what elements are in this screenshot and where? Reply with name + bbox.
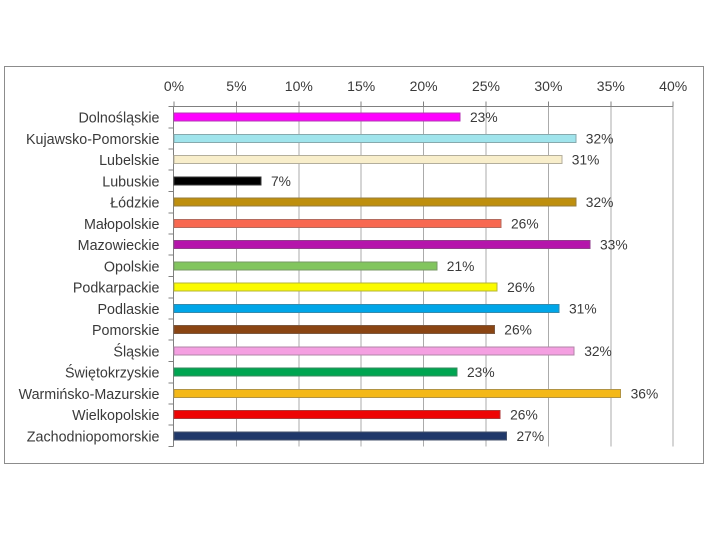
svg-text:Zachodniopomorskie: Zachodniopomorskie [27, 429, 160, 445]
svg-text:Małopolskie: Małopolskie [84, 217, 160, 233]
svg-text:26%: 26% [507, 280, 535, 295]
svg-text:Kujawsko-Pomorskie: Kujawsko-Pomorskie [26, 132, 160, 148]
svg-text:Śląskie: Śląskie [113, 342, 159, 360]
svg-text:0%: 0% [164, 78, 184, 94]
svg-text:Lubuskie: Lubuskie [102, 174, 159, 190]
svg-text:Warmińsko-Mazurskie: Warmińsko-Mazurskie [19, 387, 160, 403]
svg-text:Opolskie: Opolskie [104, 259, 160, 275]
svg-text:Mazowieckie: Mazowieckie [78, 238, 160, 254]
svg-text:27%: 27% [517, 429, 545, 444]
svg-text:Pomorskie: Pomorskie [92, 323, 160, 339]
svg-text:Świętokrzyskie: Świętokrzyskie [65, 364, 160, 382]
svg-text:31%: 31% [572, 153, 600, 168]
svg-text:32%: 32% [584, 344, 612, 359]
svg-text:40%: 40% [659, 78, 687, 94]
svg-text:23%: 23% [470, 110, 498, 125]
svg-text:15%: 15% [347, 78, 375, 94]
svg-text:Podlaskie: Podlaskie [98, 302, 160, 318]
svg-text:26%: 26% [504, 323, 532, 338]
svg-text:Podkarpackie: Podkarpackie [73, 281, 160, 297]
svg-text:36%: 36% [631, 386, 659, 401]
svg-text:32%: 32% [586, 131, 614, 146]
svg-text:10%: 10% [285, 78, 313, 94]
svg-text:25%: 25% [472, 78, 500, 94]
svg-text:32%: 32% [586, 195, 614, 210]
svg-text:Lubelskie: Lubelskie [99, 153, 159, 169]
svg-text:23%: 23% [467, 365, 495, 380]
svg-text:35%: 35% [597, 78, 625, 94]
svg-text:20%: 20% [410, 78, 438, 94]
svg-text:Wielkopolskie: Wielkopolskie [72, 408, 159, 424]
svg-text:26%: 26% [510, 408, 538, 423]
svg-text:Łódzkie: Łódzkie [110, 196, 159, 212]
svg-text:5%: 5% [226, 78, 246, 94]
svg-text:30%: 30% [534, 78, 562, 94]
svg-text:33%: 33% [600, 238, 628, 253]
svg-text:7%: 7% [271, 174, 291, 189]
svg-text:31%: 31% [569, 301, 597, 316]
svg-text:26%: 26% [511, 216, 539, 231]
svg-text:Dolnośląskie: Dolnośląskie [78, 111, 159, 127]
svg-text:21%: 21% [447, 259, 475, 274]
